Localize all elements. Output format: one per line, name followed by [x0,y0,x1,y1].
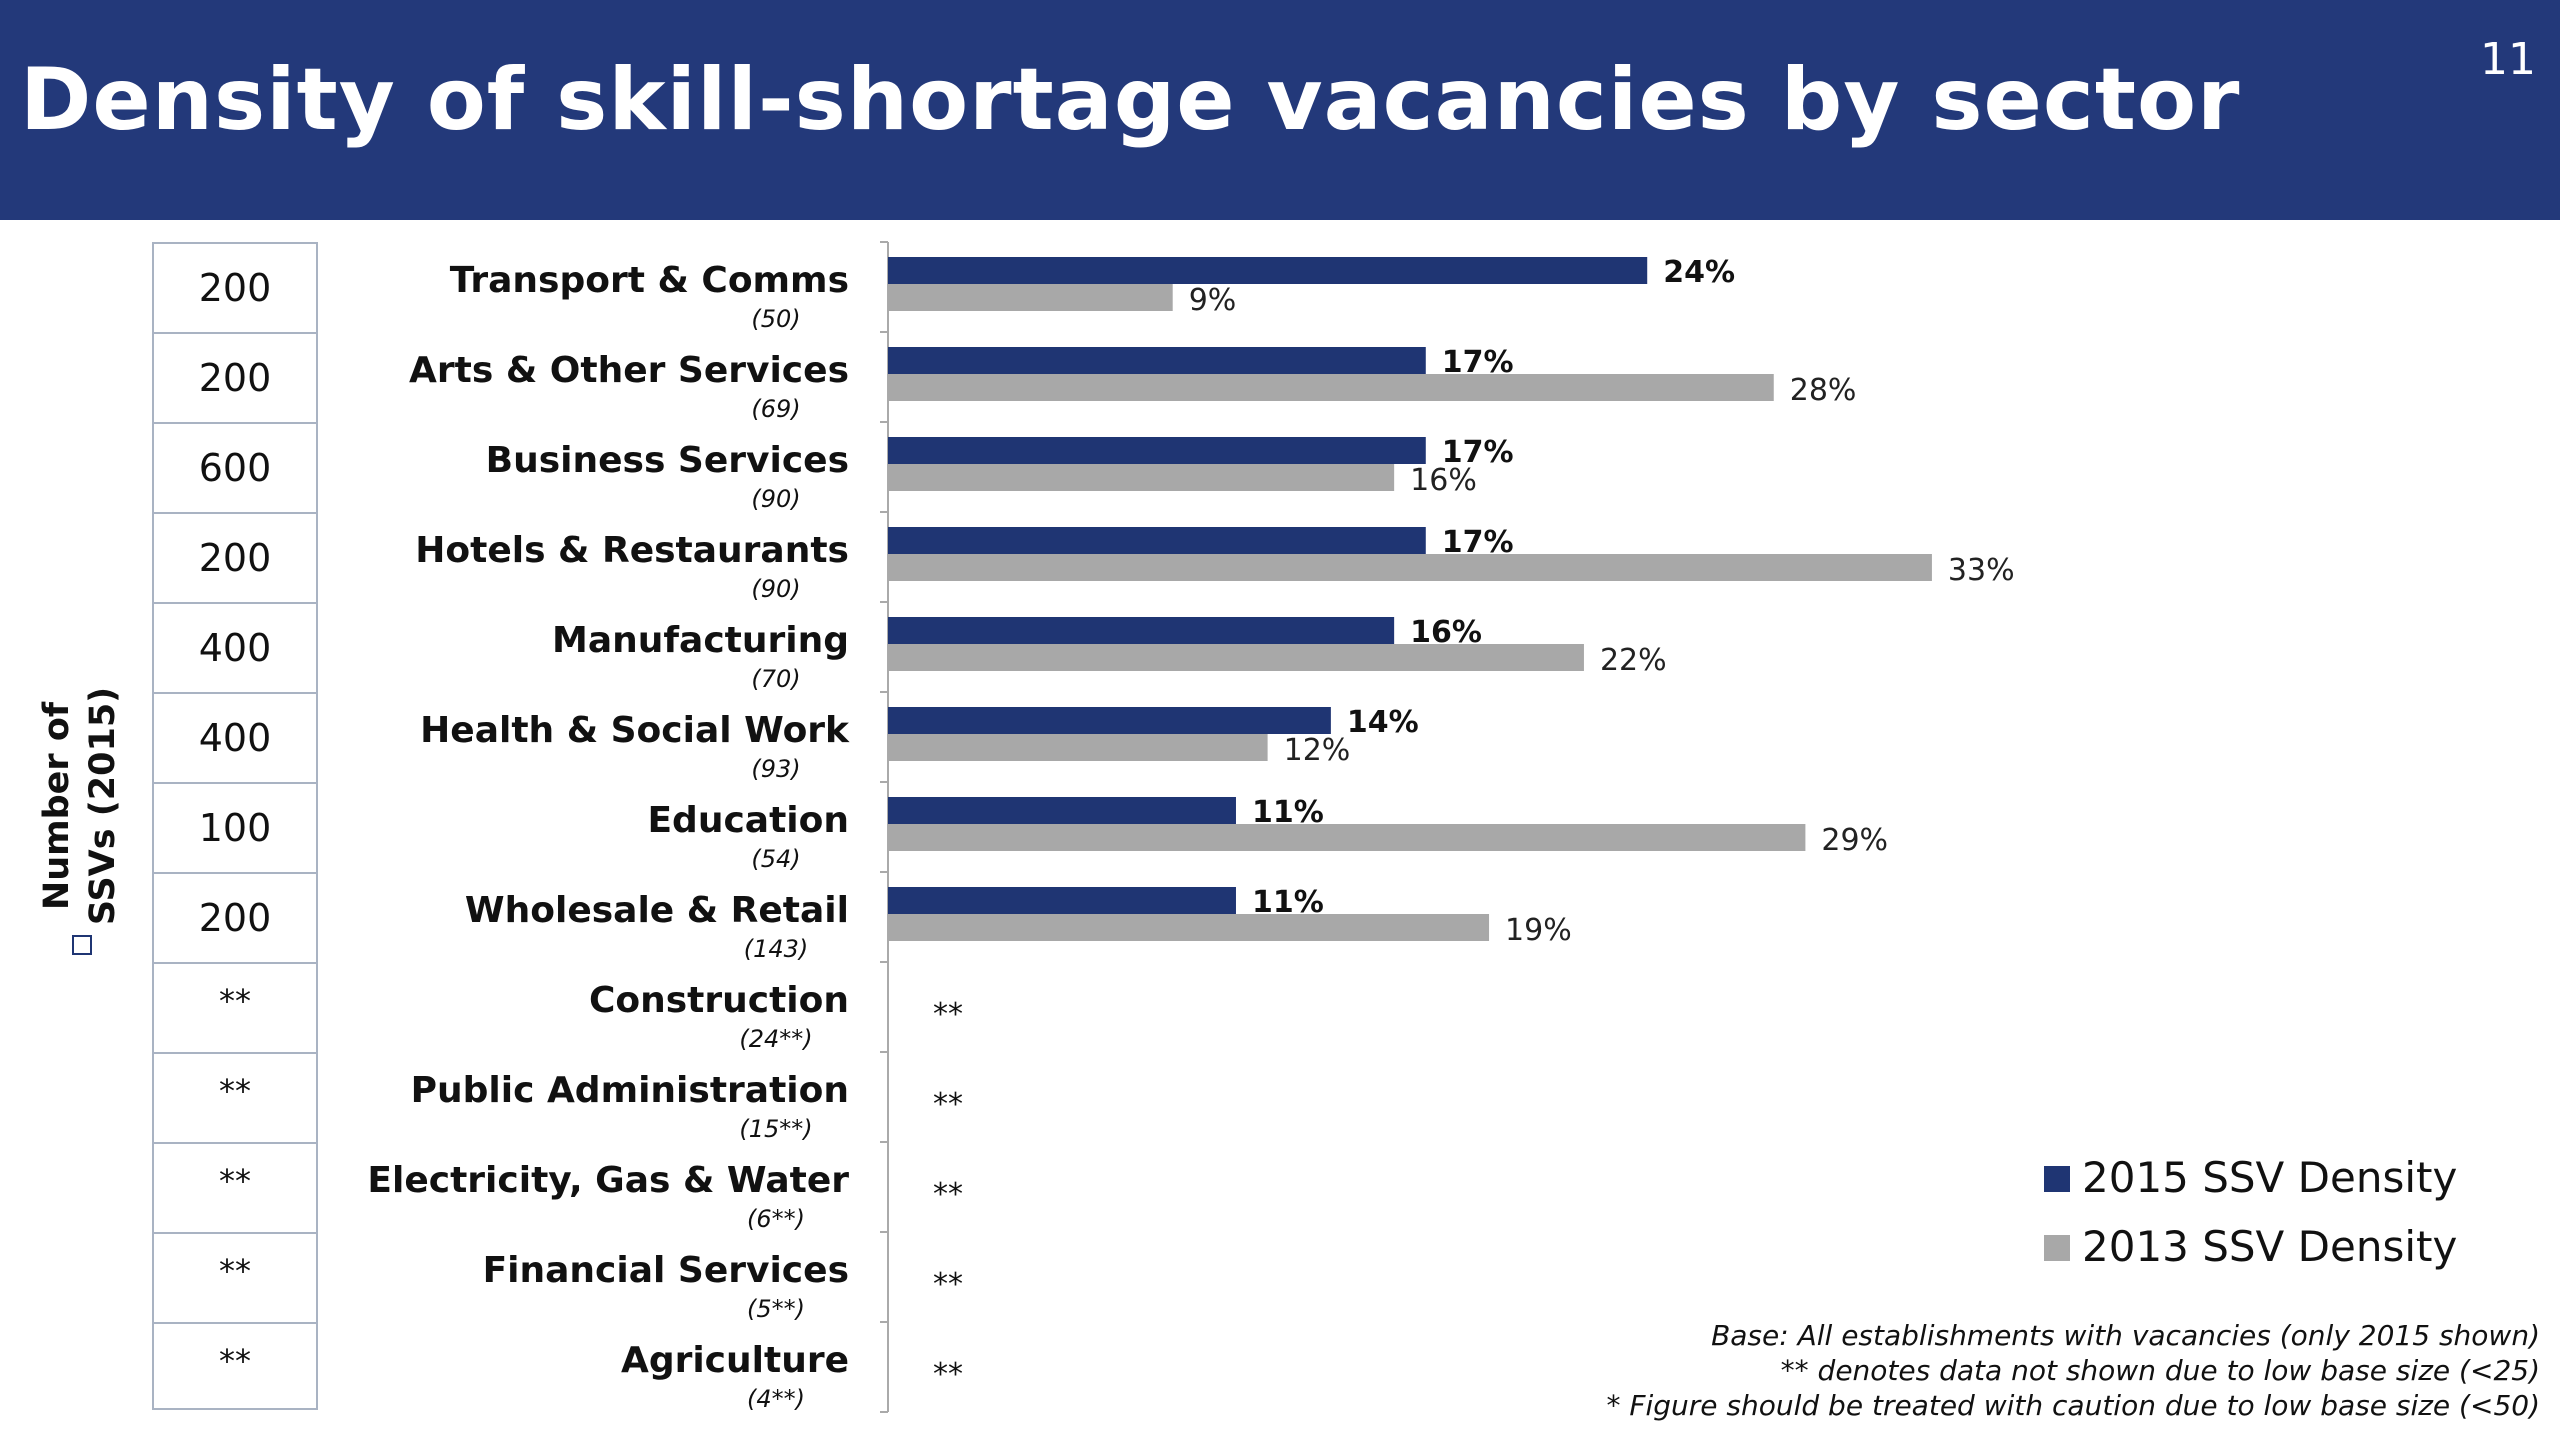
ssv-count-cell: ** [154,1144,316,1234]
legend-swatch-2015 [2044,1166,2070,1192]
ssv-checkbox-icon [72,935,92,955]
bar-2013 [888,284,1173,311]
value-label-2013: 28% [1790,373,1857,408]
base-size-label: (54) [751,845,800,873]
bar-2013 [888,464,1395,491]
category-label: Education [647,800,849,841]
value-label-2013: 12% [1284,733,1351,768]
footnote-base: Base: All establishments with vacancies … [1711,1319,2540,1352]
base-size-label: (143) [744,935,809,963]
ssv-count-cell: 200 [154,874,316,964]
page-title: Density of skill-shortage vacancies by s… [20,50,2241,150]
value-label-2015: 16% [1410,615,1482,650]
bar-2013 [888,374,1774,401]
base-size-label: (69) [751,395,800,423]
footnotes: Base: All establishments with vacancies … [1606,1318,2540,1423]
missing-data-label: ** [933,1177,963,1212]
category-label: Financial Services [483,1250,849,1291]
value-label-2013: 16% [1410,463,1477,498]
bar-2013 [888,644,1584,671]
base-size-label: (90) [751,575,800,603]
bar-2013 [888,824,1806,851]
base-size-label: (4**) [747,1385,805,1413]
value-label-2013: 19% [1505,913,1572,948]
ssv-count-cell: ** [219,1342,251,1380]
category-label: Health & Social Work [420,710,850,751]
category-label: Business Services [486,440,849,481]
ssv-count-cell: ** [154,1234,316,1324]
legend-swatch-2013 [2044,1235,2070,1261]
bar-2015 [888,527,1426,554]
value-label-2015: 17% [1442,525,1514,560]
value-label-2015: 14% [1347,705,1419,740]
legend-label-2013: 2013 SSV Density [2082,1222,2457,1271]
value-label-2013: 29% [1821,823,1888,858]
value-label-2013: 22% [1600,643,1667,678]
footnote-caution: * Figure should be treated with caution … [1606,1389,2540,1422]
base-size-label: (15**) [739,1115,812,1143]
value-label-2015: 11% [1252,885,1324,920]
bar-2015 [888,707,1331,734]
category-label: Manufacturing [552,620,849,661]
value-label-2015: 24% [1663,255,1735,290]
ssv-count-cell: 400 [154,694,316,784]
ssv-count-cell: 200 [154,334,316,424]
category-label: Public Administration [411,1070,849,1111]
ssv-count-cell: 400 [154,604,316,694]
missing-data-label: ** [933,1267,963,1302]
missing-data-label: ** [933,997,963,1032]
base-size-label: (5**) [747,1295,805,1323]
ssv-axis-label: Number of SSVs (2015) [0,0,140,1440]
base-size-label: (6**) [747,1205,805,1233]
legend-label-2015: 2015 SSV Density [2082,1153,2457,1202]
header-banner: Density of skill-shortage vacancies by s… [0,0,2560,220]
category-label: Construction [589,980,849,1021]
ssv-count-table: 200 200 600 200 400 400 100 200 ** ** ** ** ** [152,242,318,1410]
category-label: Arts & Other Services [409,350,849,391]
bar-2013 [888,914,1490,941]
missing-data-label: ** [933,1087,963,1122]
category-label: Transport & Comms [450,260,849,301]
bar-2013 [888,554,1932,581]
value-label-2015: 17% [1442,345,1514,380]
bar-2015 [888,257,1648,284]
missing-data-label: ** [933,1357,963,1392]
ssv-count-cell: 600 [154,424,316,514]
category-label: Wholesale & Retail [465,890,849,931]
bar-2013 [888,734,1268,761]
bar-2015 [888,437,1426,464]
footnote-low-base: ** denotes data not shown due to low bas… [1780,1354,2540,1387]
bar-2015 [888,347,1426,374]
ssv-count-cell: 200 [154,514,316,604]
category-label: Hotels & Restaurants [415,530,849,571]
bar-2015 [888,887,1236,914]
category-label: Electricity, Gas & Water [367,1160,849,1201]
base-size-label: (93) [751,755,800,783]
base-size-label: (24**) [739,1025,812,1053]
bar-2015 [888,797,1236,824]
ssv-count-cell: 100 [154,784,316,874]
ssv-count-cell: 200 [154,244,316,334]
value-label-2015: 17% [1442,435,1514,470]
base-size-label: (90) [751,485,800,513]
value-label-2015: 11% [1252,795,1324,830]
value-label-2013: 9% [1189,283,1237,318]
base-size-label: (70) [751,665,800,693]
bar-2015 [888,617,1395,644]
category-label: Agriculture [621,1340,849,1381]
ssv-count-cell: ** [154,964,316,1054]
value-label-2013: 33% [1948,553,2015,588]
base-size-label: (50) [751,305,800,333]
slide-number: 11 [2480,34,2536,85]
ssv-count-cell: ** [154,1054,316,1144]
